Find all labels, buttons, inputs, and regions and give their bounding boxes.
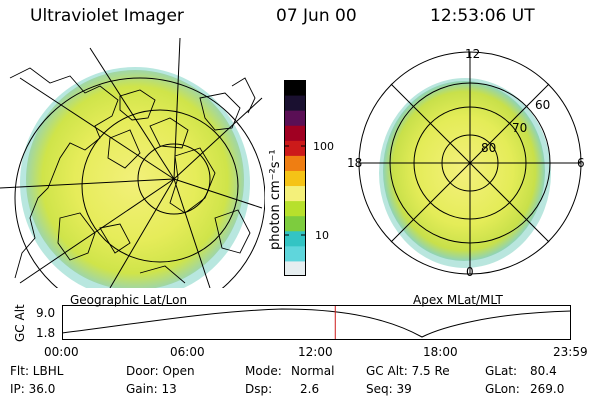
glat-label: GLat: — [485, 364, 518, 378]
time-tick-3: 18:00 — [423, 345, 458, 359]
door-info: Door: Open — [126, 364, 195, 378]
time-tick-0: 00:00 — [44, 345, 79, 359]
mlt-label-0: 0 — [466, 265, 474, 279]
latlon-grid — [0, 38, 265, 288]
time-tick-2: 12:00 — [298, 345, 333, 359]
time-tick-1: 06:00 — [170, 345, 205, 359]
colorbar-band — [284, 80, 306, 96]
mlat-label-70: 70 — [512, 121, 528, 135]
colorbar-band — [284, 260, 306, 276]
time-label: 12:53:06 UT — [430, 6, 535, 26]
colorbar-band — [284, 185, 306, 202]
colorbar — [284, 80, 306, 276]
colorbar-band — [284, 110, 306, 126]
mode-label: Mode: — [245, 364, 282, 378]
dsp-label: Dsp: — [245, 382, 273, 396]
glon-value: 269.0 — [530, 382, 565, 396]
altitude-ymin: 1.8 — [36, 326, 56, 340]
mlat-label-60: 60 — [535, 98, 551, 112]
geographic-map — [0, 38, 265, 288]
glon-label: GLon: — [485, 382, 520, 396]
altitude-curve — [62, 308, 572, 338]
mlt-label-12: 12 — [465, 47, 481, 61]
filter-info: Flt: LBHL — [10, 364, 64, 378]
colorbar-band — [284, 215, 306, 232]
gain-info: Gain: 13 — [126, 382, 177, 396]
aurora-disk-left — [26, 70, 244, 288]
mlt-label-18: 18 — [347, 156, 363, 170]
mode-value: Normal — [291, 364, 335, 378]
mlt-label-6: 6 — [577, 156, 585, 170]
colorbar-band — [284, 95, 306, 111]
altitude-ymax: 9.0 — [36, 306, 56, 320]
colorbar-tick-10: 10 — [315, 229, 329, 242]
magnetic-map — [358, 51, 582, 275]
colorbar-band — [284, 230, 306, 247]
altitude-ylabel: GC Alt — [13, 304, 27, 342]
gc-alt-info: GC Alt: 7.5 Re — [366, 364, 450, 378]
seq-info: Seq: 39 — [366, 382, 412, 396]
glat-value: 80.4 — [530, 364, 557, 378]
mlat-grid — [358, 51, 582, 275]
colorbar-band — [284, 170, 306, 187]
colorbar-unit-label: photon cm⁻²s⁻¹ — [268, 149, 283, 250]
colorbar-band — [284, 245, 306, 262]
time-tick-4: 23:59 — [553, 345, 588, 359]
ip-info: IP: 36.0 — [10, 382, 56, 396]
colorbar-tick-100: 100 — [313, 140, 334, 153]
dsp-value: 2.6 — [300, 382, 320, 396]
aurora-disk-right — [383, 81, 545, 261]
coastlines — [9, 67, 256, 284]
colorbar-band — [284, 155, 306, 171]
mlat-label-80: 80 — [481, 141, 497, 155]
date-label: 07 Jun 00 — [276, 6, 357, 26]
left-map-caption: Geographic Lat/Lon — [70, 293, 188, 307]
right-map-caption: Apex MLat/MLT — [413, 293, 503, 307]
altitude-plot — [62, 305, 572, 340]
app-title: Ultraviolet Imager — [30, 6, 184, 26]
colorbar-band — [284, 200, 306, 217]
colorbar-band — [284, 140, 306, 156]
colorbar-band — [284, 125, 306, 141]
